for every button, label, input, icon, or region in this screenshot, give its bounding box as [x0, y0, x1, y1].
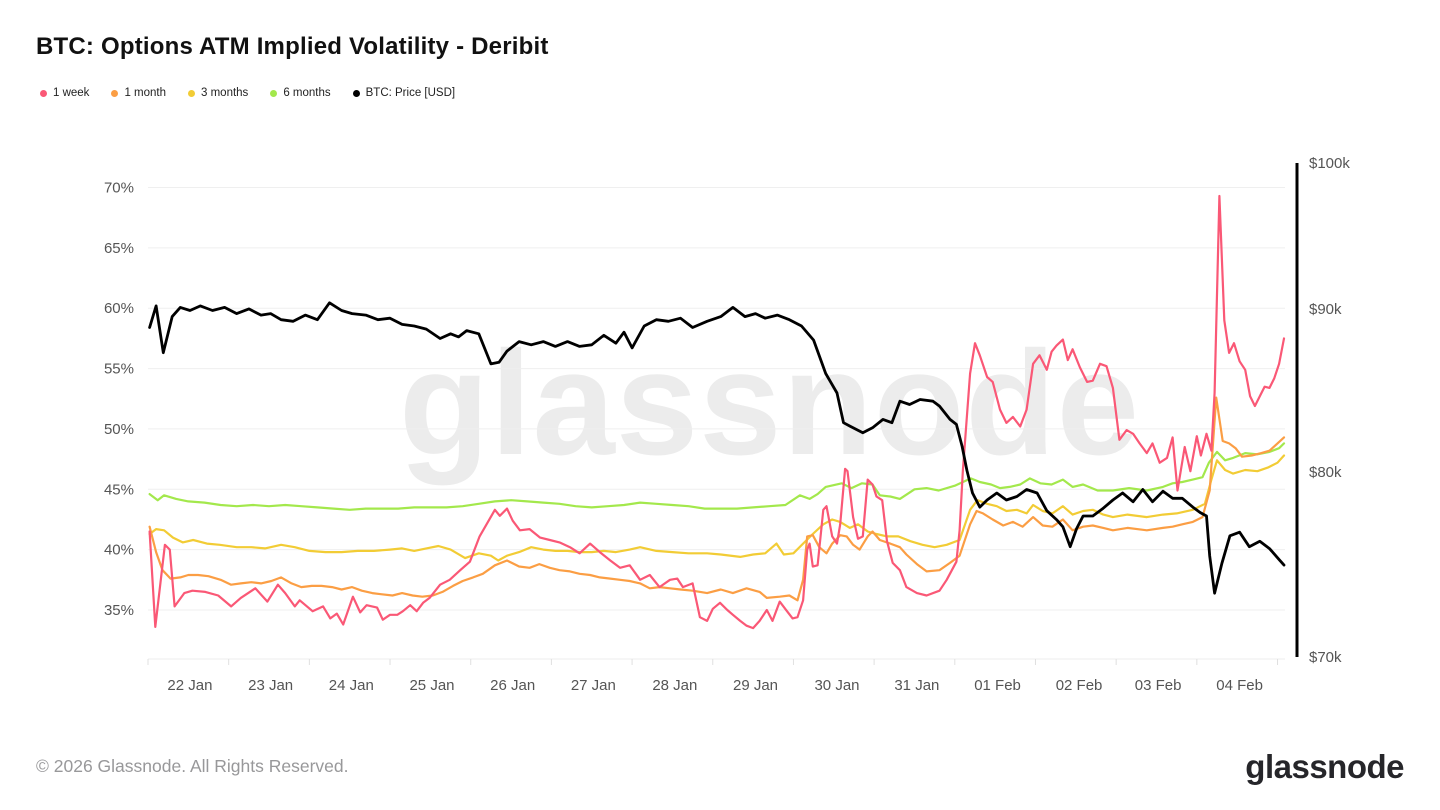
legend-label: BTC: Price [USD]	[365, 87, 456, 99]
x-axis-tick-label: 27 Jan	[571, 677, 616, 694]
series-line-1-month	[148, 396, 1286, 602]
legend-item-1-month[interactable]: 1 month	[111, 87, 166, 99]
legend-item-3-months[interactable]: 3 months	[188, 87, 248, 99]
legend-dot-icon	[188, 89, 195, 97]
x-axis-tick-label: 23 Jan	[248, 677, 293, 694]
x-axis-tick-label: 28 Jan	[652, 677, 697, 694]
legend-dot-icon	[111, 89, 119, 97]
left-axis-tick-label: 65%	[104, 240, 134, 257]
right-axis-tick-label: $100k	[1309, 155, 1350, 172]
legend-dot-icon	[40, 89, 47, 97]
x-axis-tick-label: 01 Feb	[974, 677, 1021, 694]
x-axis-tick-label: 29 Jan	[733, 677, 778, 694]
left-axis-tick-label: 35%	[104, 602, 134, 619]
series-line-3-months	[148, 454, 1286, 562]
x-axis-tick-label: 04 Feb	[1216, 677, 1263, 694]
left-axis-tick-label: 50%	[104, 421, 134, 438]
x-axis-tick-label: 24 Jan	[329, 677, 374, 694]
copyright-text: © 2026 Glassnode. All Rights Reserved.	[36, 756, 349, 776]
left-axis-tick-label: 70%	[104, 180, 134, 197]
chart-legend: 1 week 1 month 3 months 6 months BTC: Price …	[40, 87, 455, 99]
legend-label: 1 month	[124, 87, 166, 99]
x-axis-tick-label: 22 Jan	[167, 677, 212, 694]
x-axis-tick-label: 25 Jan	[409, 677, 454, 694]
legend-item-6-months[interactable]: 6 months	[270, 87, 331, 99]
x-axis-tick-label: 31 Jan	[894, 677, 939, 694]
left-axis-tick-label: 40%	[104, 542, 134, 559]
legend-dot-icon	[270, 89, 278, 97]
series-line-6-months	[148, 442, 1286, 511]
x-axis-tick-label: 03 Feb	[1135, 677, 1182, 694]
glassnode-watermark: glassnode	[399, 321, 1140, 486]
right-axis-tick-label: $90k	[1309, 301, 1342, 318]
page-title: BTC: Options ATM Implied Volatility - De…	[36, 33, 549, 60]
x-axis-tick-label: 30 Jan	[814, 677, 859, 694]
legend-label: 1 week	[53, 87, 90, 99]
left-axis-tick-label: 55%	[104, 361, 134, 378]
legend-item-1-week[interactable]: 1 week	[40, 87, 89, 99]
glassnode-logo: glassnode	[1245, 748, 1404, 785]
right-axis-tick-label: $70k	[1309, 649, 1342, 666]
legend-item-btc-price-usd-[interactable]: BTC: Price [USD]	[352, 87, 456, 99]
legend-dot-icon	[352, 89, 360, 97]
left-axis-tick-label: 45%	[104, 481, 134, 498]
left-axis-tick-label: 60%	[104, 300, 134, 317]
right-axis-tick-label: $80k	[1309, 464, 1342, 481]
legend-label: 3 months	[201, 87, 249, 99]
legend-label: 6 months	[283, 87, 331, 99]
x-axis-tick-label: 26 Jan	[490, 677, 535, 694]
x-axis-tick-label: 02 Feb	[1056, 677, 1103, 694]
series-line-btc-price-usd-	[148, 301, 1286, 595]
series-line-1-week	[148, 194, 1286, 630]
